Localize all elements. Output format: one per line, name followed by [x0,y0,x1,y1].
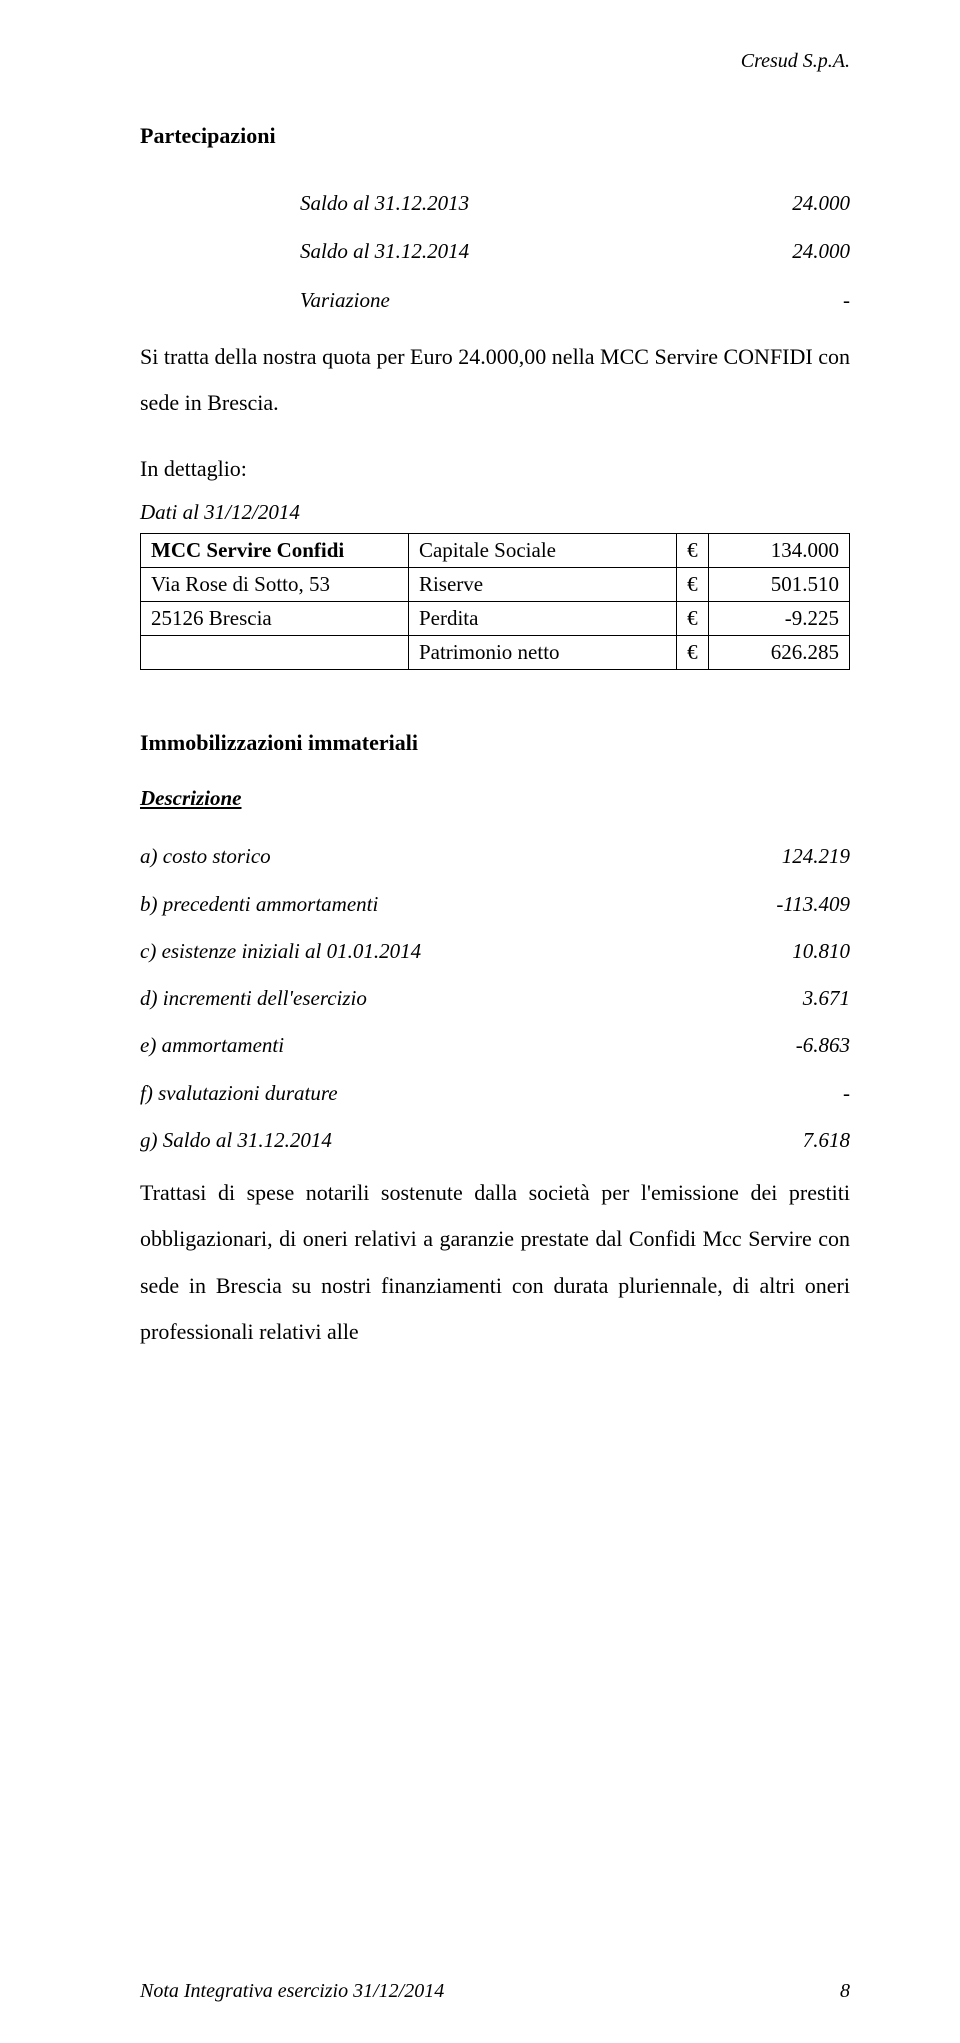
table-cell: 25126 Brescia [141,602,409,636]
saldo-label: Saldo al 31.12.2014 [300,227,469,275]
desc-label: e) ammortamenti [140,1022,284,1069]
section-title-immobilizzazioni: Immobilizzazioni immateriali [140,730,850,756]
table-cell: Riserve [408,568,676,602]
saldo-label: Variazione [300,276,390,324]
table-cell: 134.000 [708,534,849,568]
table-cell: Via Rose di Sotto, 53 [141,568,409,602]
saldo-row: Saldo al 31.12.2014 24.000 [300,227,850,275]
table-cell [141,636,409,670]
descrizione-list: a) costo storico 124.219 b) precedenti a… [140,833,850,1164]
desc-label: g) Saldo al 31.12.2014 [140,1117,332,1164]
desc-label: b) precedenti ammortamenti [140,881,378,928]
saldo-row: Saldo al 31.12.2013 24.000 [300,179,850,227]
table-cell: € [677,568,709,602]
table-cell: Perdita [408,602,676,636]
saldo-value: - [843,276,850,324]
desc-value: -113.409 [776,881,850,928]
desc-label: d) incrementi dell'esercizio [140,975,367,1022]
desc-row: c) esistenze iniziali al 01.01.2014 10.8… [140,928,850,975]
saldo-value: 24.000 [792,227,850,275]
partecipazioni-saldi: Saldo al 31.12.2013 24.000 Saldo al 31.1… [300,179,850,324]
saldo-label: Saldo al 31.12.2013 [300,179,469,227]
descrizione-heading: Descrizione [140,786,850,811]
partecipazioni-body: Si tratta della nostra quota per Euro 24… [140,334,850,426]
table-cell: MCC Servire Confidi [141,534,409,568]
desc-value: 7.618 [803,1117,850,1164]
desc-row: d) incrementi dell'esercizio 3.671 [140,975,850,1022]
desc-value: 10.810 [792,928,850,975]
table-row: 25126 Brescia Perdita € -9.225 [141,602,850,636]
table-cell: -9.225 [708,602,849,636]
footer-left: Nota Integrativa esercizio 31/12/2014 [140,1980,444,2003]
page-footer: Nota Integrativa esercizio 31/12/2014 8 [140,1980,850,2003]
desc-row: b) precedenti ammortamenti -113.409 [140,881,850,928]
desc-value: 3.671 [803,975,850,1022]
desc-row: f) svalutazioni durature - [140,1070,850,1117]
desc-value: - [843,1070,850,1117]
desc-label: c) esistenze iniziali al 01.01.2014 [140,928,421,975]
table-row: Patrimonio netto € 626.285 [141,636,850,670]
footer-page-number: 8 [840,1980,850,2003]
saldo-value: 24.000 [792,179,850,227]
detail-date: Dati al 31/12/2014 [140,500,850,525]
desc-row: g) Saldo al 31.12.2014 7.618 [140,1117,850,1164]
table-cell: Capitale Sociale [408,534,676,568]
table-cell: Patrimonio netto [408,636,676,670]
table-cell: 626.285 [708,636,849,670]
desc-value: 124.219 [782,833,850,880]
table-row: MCC Servire Confidi Capitale Sociale € 1… [141,534,850,568]
desc-label: f) svalutazioni durature [140,1070,338,1117]
immobilizzazioni-paragraph: Trattasi di spese notarili sostenute dal… [140,1170,850,1355]
running-header: Cresud S.p.A. [140,50,850,73]
partecipazioni-table: MCC Servire Confidi Capitale Sociale € 1… [140,533,850,670]
desc-row: e) ammortamenti -6.863 [140,1022,850,1069]
desc-value: -6.863 [796,1022,850,1069]
detail-intro: In dettaglio: [140,446,850,492]
table-cell: 501.510 [708,568,849,602]
desc-row: a) costo storico 124.219 [140,833,850,880]
saldo-row: Variazione - [300,276,850,324]
table-row: Via Rose di Sotto, 53 Riserve € 501.510 [141,568,850,602]
section-title-partecipazioni: Partecipazioni [140,123,850,149]
table-cell: € [677,534,709,568]
table-cell: € [677,636,709,670]
desc-label: a) costo storico [140,833,271,880]
table-cell: € [677,602,709,636]
